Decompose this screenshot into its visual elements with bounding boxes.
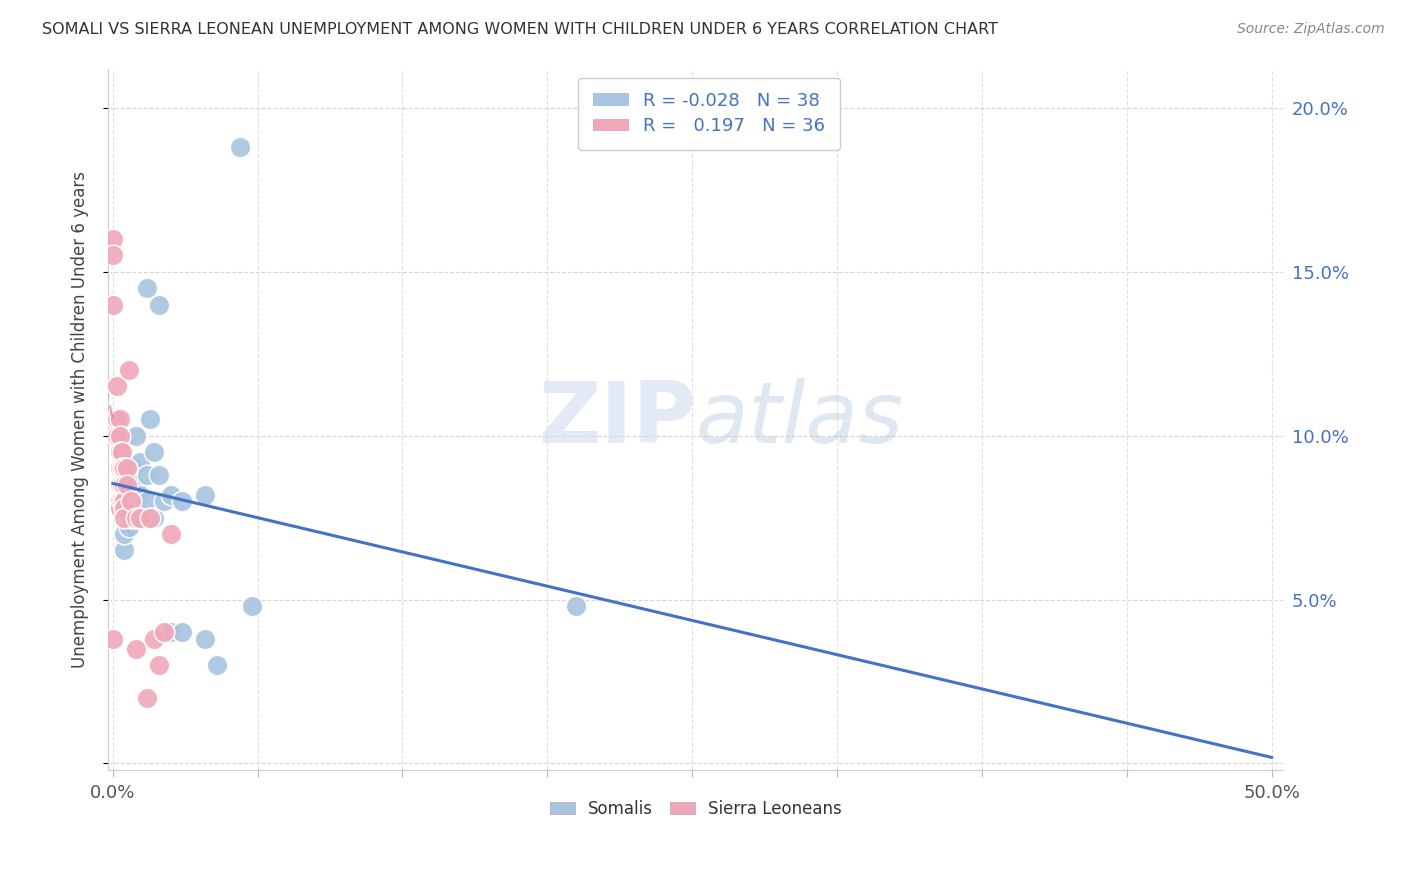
Point — [112, 478, 135, 492]
Point — [125, 510, 148, 524]
Point — [229, 140, 252, 154]
Point — [112, 500, 135, 515]
Point — [136, 281, 159, 295]
Point — [115, 461, 138, 475]
Text: ZIP: ZIP — [538, 377, 696, 461]
Point — [101, 248, 124, 262]
Point — [148, 467, 170, 482]
Point — [136, 690, 159, 705]
Point — [101, 297, 124, 311]
Legend: Somalis, Sierra Leoneans: Somalis, Sierra Leoneans — [543, 794, 848, 825]
Point — [129, 488, 152, 502]
Point — [112, 461, 135, 475]
Point — [108, 445, 131, 459]
Point — [138, 510, 160, 524]
Point — [105, 428, 128, 442]
Point — [118, 363, 141, 377]
Point — [101, 232, 124, 246]
Point — [118, 494, 141, 508]
Point — [132, 510, 155, 524]
Point — [125, 641, 148, 656]
Point — [205, 658, 228, 673]
Point — [194, 632, 217, 646]
Point — [111, 478, 134, 492]
Point — [120, 461, 142, 475]
Point — [138, 510, 160, 524]
Point — [136, 467, 159, 482]
Point — [159, 527, 181, 541]
Point — [115, 478, 138, 492]
Point — [108, 494, 131, 508]
Point — [122, 500, 145, 515]
Point — [129, 455, 152, 469]
Point — [105, 379, 128, 393]
Point — [194, 488, 217, 502]
Point — [172, 625, 194, 640]
Point — [105, 412, 128, 426]
Point — [122, 461, 145, 475]
Point — [143, 632, 166, 646]
Text: SOMALI VS SIERRA LEONEAN UNEMPLOYMENT AMONG WOMEN WITH CHILDREN UNDER 6 YEARS CO: SOMALI VS SIERRA LEONEAN UNEMPLOYMENT AM… — [42, 22, 998, 37]
Point — [108, 412, 131, 426]
Point — [148, 297, 170, 311]
Point — [101, 632, 124, 646]
Point — [108, 461, 131, 475]
Point — [108, 478, 131, 492]
Point — [120, 494, 142, 508]
Point — [143, 445, 166, 459]
Point — [125, 494, 148, 508]
Point — [125, 510, 148, 524]
Point — [565, 599, 588, 613]
Point — [240, 599, 263, 613]
Point — [148, 658, 170, 673]
Point — [111, 461, 134, 475]
Point — [120, 494, 142, 508]
Text: atlas: atlas — [696, 377, 904, 461]
Point — [172, 494, 194, 508]
Point — [118, 520, 141, 534]
Point — [136, 494, 159, 508]
Point — [125, 478, 148, 492]
Point — [152, 494, 174, 508]
Y-axis label: Unemployment Among Women with Children Under 6 years: Unemployment Among Women with Children U… — [72, 170, 89, 668]
Point — [112, 510, 135, 524]
Point — [120, 478, 142, 492]
Point — [159, 488, 181, 502]
Point — [138, 412, 160, 426]
Point — [108, 428, 131, 442]
Point — [108, 500, 131, 515]
Point — [125, 428, 148, 442]
Point — [111, 445, 134, 459]
Text: Source: ZipAtlas.com: Source: ZipAtlas.com — [1237, 22, 1385, 37]
Point — [112, 527, 135, 541]
Point — [112, 494, 135, 508]
Point — [111, 494, 134, 508]
Point — [112, 500, 135, 515]
Point — [143, 510, 166, 524]
Point — [152, 625, 174, 640]
Point — [159, 625, 181, 640]
Point — [120, 510, 142, 524]
Point — [112, 543, 135, 558]
Point — [129, 510, 152, 524]
